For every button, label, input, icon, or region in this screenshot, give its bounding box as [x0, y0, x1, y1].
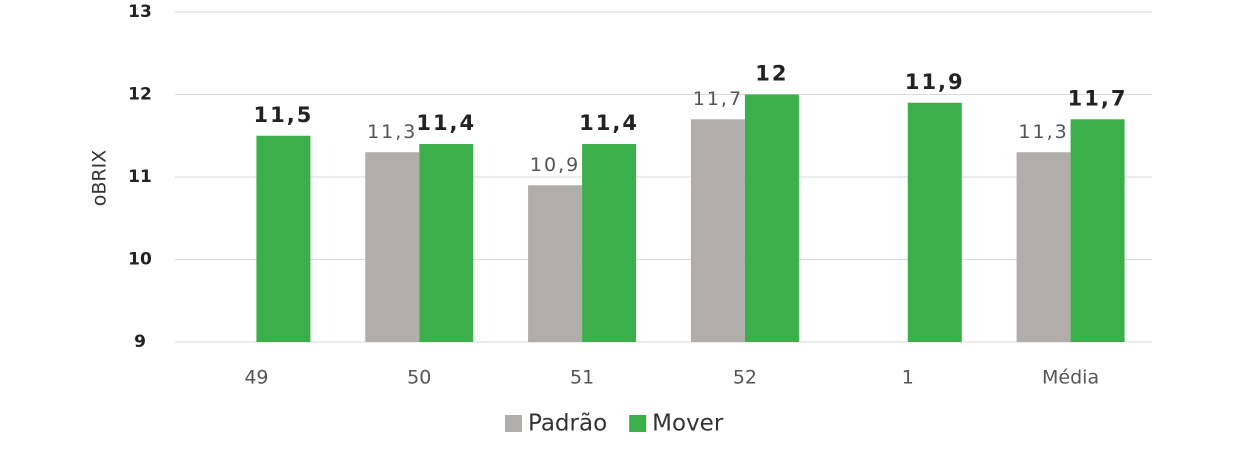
bar: [256, 135, 311, 342]
value-label: 11,4: [416, 111, 476, 135]
bar: [528, 185, 583, 342]
y-tick-label: 10: [128, 250, 152, 270]
bar: [365, 152, 420, 342]
value-label: 12: [755, 62, 788, 86]
bar: [1016, 152, 1071, 342]
bar: [744, 94, 799, 342]
value-label: 11,7: [693, 88, 743, 110]
y-axis-title: oBRIX: [89, 150, 111, 206]
x-tick-label: 52: [733, 367, 757, 389]
value-label: 11,4: [579, 111, 639, 135]
bar: [582, 144, 637, 342]
legend-swatch: [505, 415, 522, 432]
value-label: 11,3: [1018, 121, 1068, 143]
bar: [907, 102, 962, 342]
y-tick-label: 11: [128, 167, 152, 187]
value-label: 10,9: [530, 154, 580, 176]
legend-swatch: [629, 415, 647, 432]
value-label: 11,9: [905, 70, 965, 94]
x-tick-label: 49: [244, 367, 268, 389]
bar: [690, 119, 745, 342]
value-label: 11,5: [254, 103, 314, 127]
legend-label: Padrão: [528, 411, 607, 437]
x-tick-label: Média: [1042, 367, 1099, 389]
bar: [419, 144, 474, 342]
y-tick-label: 9: [134, 332, 146, 352]
bar: [1070, 119, 1125, 342]
x-tick-label: 1: [902, 367, 914, 389]
value-label: 11,3: [367, 121, 417, 143]
legend-label: Mover: [652, 411, 724, 437]
x-tick-label: 50: [407, 367, 431, 389]
value-label: 11,7: [1068, 86, 1128, 110]
y-tick-label: 12: [128, 85, 152, 105]
x-tick-label: 51: [570, 367, 594, 389]
y-tick-label: 13: [128, 2, 152, 22]
